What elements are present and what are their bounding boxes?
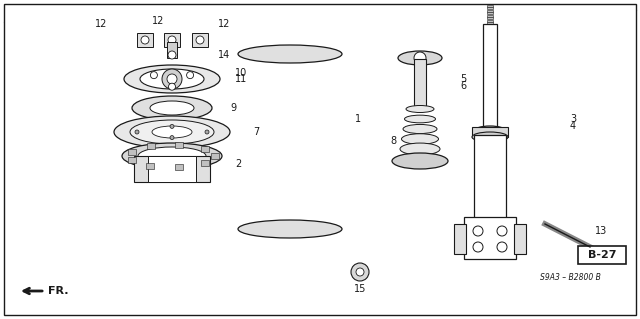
Ellipse shape xyxy=(114,116,230,148)
Bar xyxy=(127,157,136,163)
Ellipse shape xyxy=(138,147,206,165)
Text: 1: 1 xyxy=(355,114,361,124)
Bar xyxy=(134,156,210,182)
Text: 11: 11 xyxy=(235,74,247,84)
Bar xyxy=(175,164,184,170)
Text: 6: 6 xyxy=(460,81,466,91)
Circle shape xyxy=(168,36,176,44)
Circle shape xyxy=(473,242,483,252)
Ellipse shape xyxy=(152,126,192,138)
Circle shape xyxy=(141,36,149,44)
Circle shape xyxy=(196,36,204,44)
Bar xyxy=(472,127,508,137)
Circle shape xyxy=(205,130,209,134)
Bar xyxy=(483,24,497,131)
Bar xyxy=(487,14,493,17)
Bar xyxy=(464,217,516,259)
Ellipse shape xyxy=(132,96,212,120)
Text: 5: 5 xyxy=(460,74,467,84)
Ellipse shape xyxy=(403,124,437,134)
Circle shape xyxy=(167,74,177,84)
Bar xyxy=(514,224,526,254)
Text: 4: 4 xyxy=(570,121,576,131)
Ellipse shape xyxy=(392,153,448,169)
Ellipse shape xyxy=(472,132,508,142)
Bar xyxy=(211,153,219,159)
Bar xyxy=(127,149,136,155)
Ellipse shape xyxy=(124,65,220,93)
Circle shape xyxy=(135,130,139,134)
Bar xyxy=(147,162,154,168)
Bar xyxy=(164,33,180,47)
Bar xyxy=(201,146,209,152)
Bar xyxy=(175,142,184,148)
Bar xyxy=(578,246,626,264)
Text: 7: 7 xyxy=(253,127,259,137)
Text: 14: 14 xyxy=(218,50,230,60)
Ellipse shape xyxy=(404,115,435,123)
Bar xyxy=(454,224,466,254)
Circle shape xyxy=(168,51,176,59)
Circle shape xyxy=(351,263,369,281)
Ellipse shape xyxy=(238,45,342,63)
Ellipse shape xyxy=(130,120,214,144)
Ellipse shape xyxy=(150,101,194,115)
Text: 10: 10 xyxy=(235,68,247,78)
Circle shape xyxy=(170,136,174,140)
Ellipse shape xyxy=(238,220,342,238)
Circle shape xyxy=(150,72,157,79)
Bar xyxy=(201,160,209,166)
Bar xyxy=(474,135,506,219)
Bar xyxy=(148,156,196,182)
Text: 12: 12 xyxy=(95,19,108,29)
Text: 15: 15 xyxy=(354,284,366,294)
Bar xyxy=(487,17,493,19)
Circle shape xyxy=(170,124,174,129)
Text: 12: 12 xyxy=(218,19,230,29)
Circle shape xyxy=(168,83,175,90)
Circle shape xyxy=(497,226,507,236)
Bar xyxy=(487,22,493,24)
Bar xyxy=(192,33,208,47)
Bar xyxy=(487,4,493,6)
Bar xyxy=(167,42,177,58)
Bar xyxy=(137,33,153,47)
Bar xyxy=(414,59,426,109)
Bar xyxy=(487,7,493,9)
Bar xyxy=(487,12,493,14)
Circle shape xyxy=(356,268,364,276)
Circle shape xyxy=(187,72,193,79)
Ellipse shape xyxy=(401,134,438,144)
Circle shape xyxy=(162,69,182,89)
Circle shape xyxy=(414,52,426,64)
Bar xyxy=(487,10,493,11)
Text: 8: 8 xyxy=(390,136,396,146)
Ellipse shape xyxy=(398,51,442,65)
Bar xyxy=(147,144,154,150)
Circle shape xyxy=(473,226,483,236)
Ellipse shape xyxy=(122,143,222,169)
Circle shape xyxy=(497,242,507,252)
Text: 12: 12 xyxy=(152,16,164,26)
Text: B-27: B-27 xyxy=(588,250,616,260)
Bar xyxy=(487,19,493,21)
Ellipse shape xyxy=(474,126,506,136)
Ellipse shape xyxy=(140,69,204,89)
Text: S9A3 – B2800 B: S9A3 – B2800 B xyxy=(540,272,600,281)
Text: 9: 9 xyxy=(230,103,236,113)
Ellipse shape xyxy=(406,106,434,113)
Text: 3: 3 xyxy=(570,114,576,124)
Text: FR.: FR. xyxy=(48,286,68,296)
Ellipse shape xyxy=(400,143,440,155)
Text: 13: 13 xyxy=(595,226,607,236)
Text: 2: 2 xyxy=(235,159,241,169)
